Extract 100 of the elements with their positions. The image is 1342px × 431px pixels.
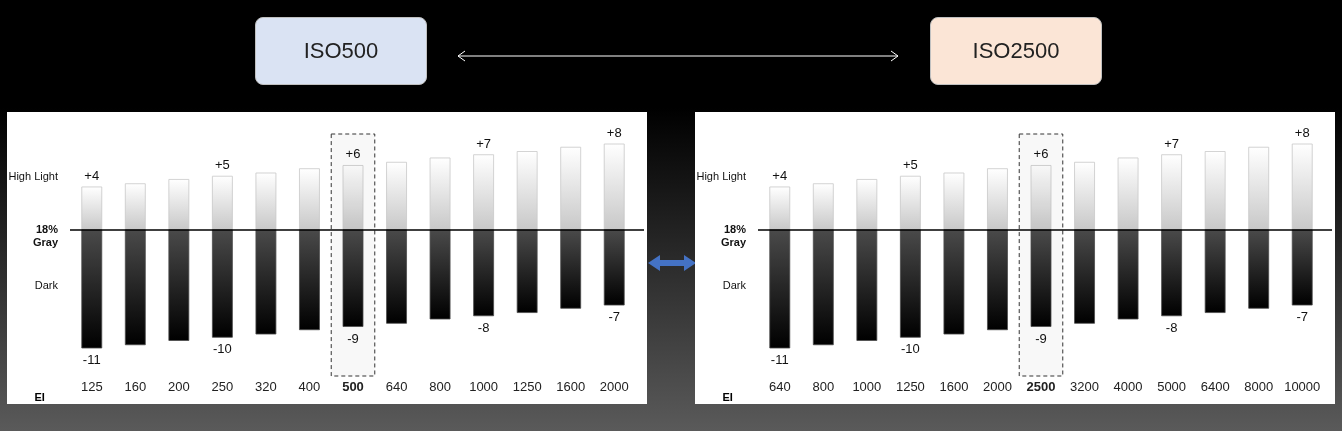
bar [1291,143,1313,231]
data-label: -8 [477,319,490,335]
x-tick-label: 200 [167,378,190,394]
bar [299,229,320,331]
bar [987,168,1008,231]
bar [1117,229,1139,320]
bar [856,179,878,231]
bar [516,229,538,313]
bar [516,151,538,231]
bar [429,229,451,320]
x-tick-label: 1000 [852,378,882,394]
bar [255,229,277,335]
ref-line-label: 18% Gray [720,222,747,248]
data-label: +4 [84,167,100,183]
data-label: -7 [1296,309,1309,325]
bar [255,172,277,231]
bar [1248,146,1270,231]
bar [987,229,1008,331]
bar [899,175,921,231]
x-tick-label: 8000 [1244,378,1274,394]
data-label: -10 [212,341,232,357]
x-tick-label: 2500 [1026,378,1056,394]
bar [299,168,320,231]
x-tick-label: 640 [768,378,791,394]
x-tick-label: 125 [80,378,103,394]
bar [342,229,364,327]
data-label: +5 [214,157,230,173]
text: High Light [8,169,58,182]
bar [211,229,233,338]
ref-line-label: 18% Gray [32,222,59,248]
x-tick-label: 640 [385,378,408,394]
x-tick-label: 1250 [895,378,925,394]
data-label: -10 [900,341,920,357]
data-label: -11 [770,352,789,367]
x-tick-label: 2000 [983,378,1012,394]
x-axis-title: EI [34,390,45,403]
x-tick-label: 160 [124,378,147,394]
x-tick-label: 6400 [1200,378,1230,394]
x-tick-label: 1600 [556,378,586,394]
bar [1204,151,1226,231]
data-label: +6 [345,146,361,162]
bar [81,229,103,349]
bar [1161,229,1183,317]
x-tick-label: 2000 [599,378,629,394]
bar [1074,229,1095,324]
bar [560,146,582,231]
data-label: -11 [82,352,101,367]
data-label: +4 [772,167,788,183]
x-axis-title: EI [722,390,733,403]
bar [1117,157,1139,231]
bar [812,183,834,231]
x-tick-label: 320 [255,378,277,394]
bar [81,186,103,231]
x-tick-label: 5000 [1157,378,1187,394]
bar [342,165,364,231]
data-label: +6 [1033,146,1049,162]
bar [386,229,407,324]
bar [1161,154,1183,231]
chart-title: ISO500 [255,17,427,85]
data-label: +8 [606,125,622,140]
bar [943,229,965,335]
bar [124,183,146,231]
bar [769,186,791,231]
x-tick-label: 500 [342,378,364,394]
x-tick-label: 1600 [939,378,969,394]
data-label: +5 [902,157,918,173]
data-label: +8 [1294,125,1310,140]
bar [899,229,921,338]
bar [856,229,878,341]
data-label: -8 [1165,319,1178,335]
bar [1074,161,1095,231]
x-tick-label: 250 [211,378,234,394]
bar [812,229,834,346]
x-tick-label: 4000 [1113,378,1143,394]
x-tick-label: 1000 [469,378,499,394]
data-label: -9 [1035,330,1047,346]
bar [603,229,625,306]
x-tick-label: 800 [812,378,835,394]
data-label: +7 [1164,135,1180,151]
bar [211,175,233,231]
bar [560,229,582,309]
x-tick-label: 10000 [1284,378,1321,394]
x-tick-label: 800 [429,378,451,394]
bar [124,229,146,346]
text: Dark [34,279,59,292]
x-tick-label: 1250 [512,378,542,394]
chart-title: ISO2500 [930,17,1102,85]
bar [943,172,965,231]
bar [1030,165,1052,231]
text: Dark [722,279,747,292]
bar [168,229,190,341]
text: High Light [696,169,746,182]
bar [769,229,791,349]
bar [1291,229,1313,306]
data-label: -7 [608,309,621,325]
x-tick-label: 400 [298,378,321,394]
bar [1248,229,1270,309]
data-label: -9 [347,330,359,346]
bar [1204,229,1226,313]
bar [473,229,495,317]
